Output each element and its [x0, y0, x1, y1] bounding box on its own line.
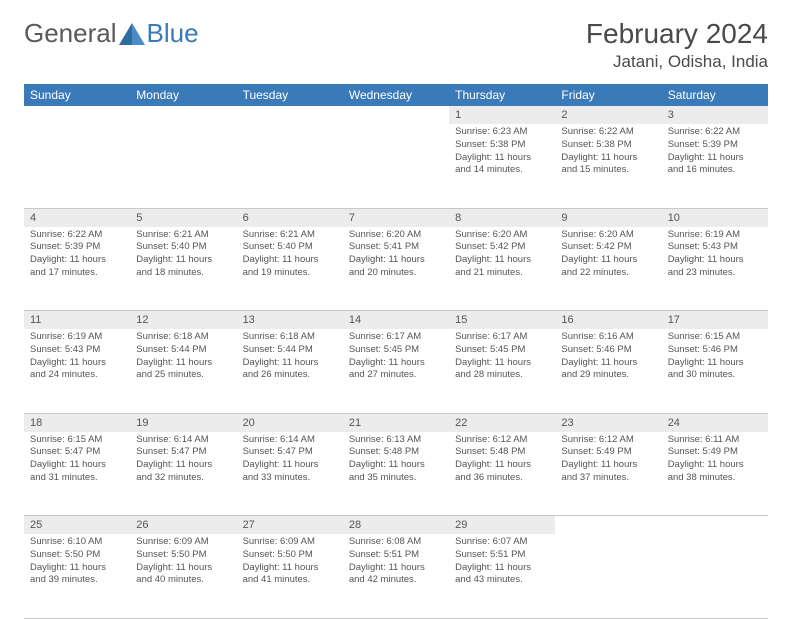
day-number: 18: [24, 413, 130, 432]
day-number: 15: [449, 311, 555, 330]
day-number: [662, 516, 768, 535]
weekday-header: Thursday: [449, 84, 555, 106]
day-detail: Sunrise: 6:22 AMSunset: 5:39 PMDaylight:…: [24, 227, 130, 311]
brand-text-a: General: [24, 18, 117, 49]
day-number: [130, 106, 236, 124]
day-number: 25: [24, 516, 130, 535]
day-detail: Sunrise: 6:21 AMSunset: 5:40 PMDaylight:…: [237, 227, 343, 311]
day-detail: Sunrise: 6:08 AMSunset: 5:51 PMDaylight:…: [343, 534, 449, 618]
day-detail: Sunrise: 6:10 AMSunset: 5:50 PMDaylight:…: [24, 534, 130, 618]
title-block: February 2024 Jatani, Odisha, India: [586, 18, 768, 72]
day-detail: Sunrise: 6:17 AMSunset: 5:45 PMDaylight:…: [343, 329, 449, 413]
daynum-row: 18192021222324: [24, 413, 768, 432]
day-detail: Sunrise: 6:18 AMSunset: 5:44 PMDaylight:…: [237, 329, 343, 413]
day-number: 1: [449, 106, 555, 124]
weekday-header: Tuesday: [237, 84, 343, 106]
day-number: 11: [24, 311, 130, 330]
day-detail: Sunrise: 6:16 AMSunset: 5:46 PMDaylight:…: [555, 329, 661, 413]
day-number: 12: [130, 311, 236, 330]
weekday-header: Friday: [555, 84, 661, 106]
day-detail: Sunrise: 6:09 AMSunset: 5:50 PMDaylight:…: [237, 534, 343, 618]
day-number: [343, 106, 449, 124]
day-number: 16: [555, 311, 661, 330]
day-detail: Sunrise: 6:20 AMSunset: 5:42 PMDaylight:…: [449, 227, 555, 311]
day-detail: [130, 124, 236, 208]
brand-triangle-icon: [119, 23, 145, 45]
daynum-row: 45678910: [24, 208, 768, 227]
location: Jatani, Odisha, India: [586, 52, 768, 72]
day-detail: [237, 124, 343, 208]
detail-row: Sunrise: 6:22 AMSunset: 5:39 PMDaylight:…: [24, 227, 768, 311]
weekday-header: Sunday: [24, 84, 130, 106]
day-number: 6: [237, 208, 343, 227]
brand-text-b: Blue: [147, 18, 199, 49]
day-number: 14: [343, 311, 449, 330]
day-number: 13: [237, 311, 343, 330]
weekday-header-row: SundayMondayTuesdayWednesdayThursdayFrid…: [24, 84, 768, 106]
day-detail: Sunrise: 6:14 AMSunset: 5:47 PMDaylight:…: [130, 432, 236, 516]
day-number: 24: [662, 413, 768, 432]
day-detail: Sunrise: 6:20 AMSunset: 5:42 PMDaylight:…: [555, 227, 661, 311]
day-number: 29: [449, 516, 555, 535]
month-title: February 2024: [586, 18, 768, 50]
day-detail: Sunrise: 6:17 AMSunset: 5:45 PMDaylight:…: [449, 329, 555, 413]
day-number: 7: [343, 208, 449, 227]
day-number: [555, 516, 661, 535]
day-detail: Sunrise: 6:15 AMSunset: 5:47 PMDaylight:…: [24, 432, 130, 516]
day-number: 20: [237, 413, 343, 432]
day-detail: Sunrise: 6:20 AMSunset: 5:41 PMDaylight:…: [343, 227, 449, 311]
day-number: 26: [130, 516, 236, 535]
weekday-header: Wednesday: [343, 84, 449, 106]
day-detail: Sunrise: 6:22 AMSunset: 5:39 PMDaylight:…: [662, 124, 768, 208]
detail-row: Sunrise: 6:10 AMSunset: 5:50 PMDaylight:…: [24, 534, 768, 618]
detail-row: Sunrise: 6:19 AMSunset: 5:43 PMDaylight:…: [24, 329, 768, 413]
day-number: 10: [662, 208, 768, 227]
day-detail: Sunrise: 6:09 AMSunset: 5:50 PMDaylight:…: [130, 534, 236, 618]
brand-logo: General Blue: [24, 18, 199, 49]
day-detail: Sunrise: 6:21 AMSunset: 5:40 PMDaylight:…: [130, 227, 236, 311]
daynum-row: 11121314151617: [24, 311, 768, 330]
day-detail: Sunrise: 6:13 AMSunset: 5:48 PMDaylight:…: [343, 432, 449, 516]
day-detail: Sunrise: 6:22 AMSunset: 5:38 PMDaylight:…: [555, 124, 661, 208]
day-detail: Sunrise: 6:18 AMSunset: 5:44 PMDaylight:…: [130, 329, 236, 413]
day-number: 4: [24, 208, 130, 227]
day-number: 22: [449, 413, 555, 432]
day-number: [24, 106, 130, 124]
day-detail: [555, 534, 661, 618]
detail-row: Sunrise: 6:23 AMSunset: 5:38 PMDaylight:…: [24, 124, 768, 208]
day-detail: Sunrise: 6:07 AMSunset: 5:51 PMDaylight:…: [449, 534, 555, 618]
day-number: 19: [130, 413, 236, 432]
daynum-row: 123: [24, 106, 768, 124]
calendar-body: 123Sunrise: 6:23 AMSunset: 5:38 PMDaylig…: [24, 106, 768, 618]
day-detail: Sunrise: 6:14 AMSunset: 5:47 PMDaylight:…: [237, 432, 343, 516]
day-detail: Sunrise: 6:19 AMSunset: 5:43 PMDaylight:…: [24, 329, 130, 413]
day-detail: [662, 534, 768, 618]
weekday-header: Saturday: [662, 84, 768, 106]
day-number: 5: [130, 208, 236, 227]
day-number: 27: [237, 516, 343, 535]
day-number: 21: [343, 413, 449, 432]
day-detail: [24, 124, 130, 208]
daynum-row: 2526272829: [24, 516, 768, 535]
detail-row: Sunrise: 6:15 AMSunset: 5:47 PMDaylight:…: [24, 432, 768, 516]
day-detail: Sunrise: 6:12 AMSunset: 5:48 PMDaylight:…: [449, 432, 555, 516]
day-detail: Sunrise: 6:15 AMSunset: 5:46 PMDaylight:…: [662, 329, 768, 413]
day-number: 9: [555, 208, 661, 227]
day-number: 17: [662, 311, 768, 330]
day-number: 8: [449, 208, 555, 227]
day-number: 3: [662, 106, 768, 124]
weekday-header: Monday: [130, 84, 236, 106]
day-number: 28: [343, 516, 449, 535]
day-detail: Sunrise: 6:19 AMSunset: 5:43 PMDaylight:…: [662, 227, 768, 311]
day-detail: Sunrise: 6:12 AMSunset: 5:49 PMDaylight:…: [555, 432, 661, 516]
day-detail: [343, 124, 449, 208]
calendar-table: SundayMondayTuesdayWednesdayThursdayFrid…: [24, 84, 768, 619]
day-number: 23: [555, 413, 661, 432]
day-detail: Sunrise: 6:11 AMSunset: 5:49 PMDaylight:…: [662, 432, 768, 516]
day-detail: Sunrise: 6:23 AMSunset: 5:38 PMDaylight:…: [449, 124, 555, 208]
header: General Blue February 2024 Jatani, Odish…: [24, 18, 768, 72]
day-number: 2: [555, 106, 661, 124]
day-number: [237, 106, 343, 124]
